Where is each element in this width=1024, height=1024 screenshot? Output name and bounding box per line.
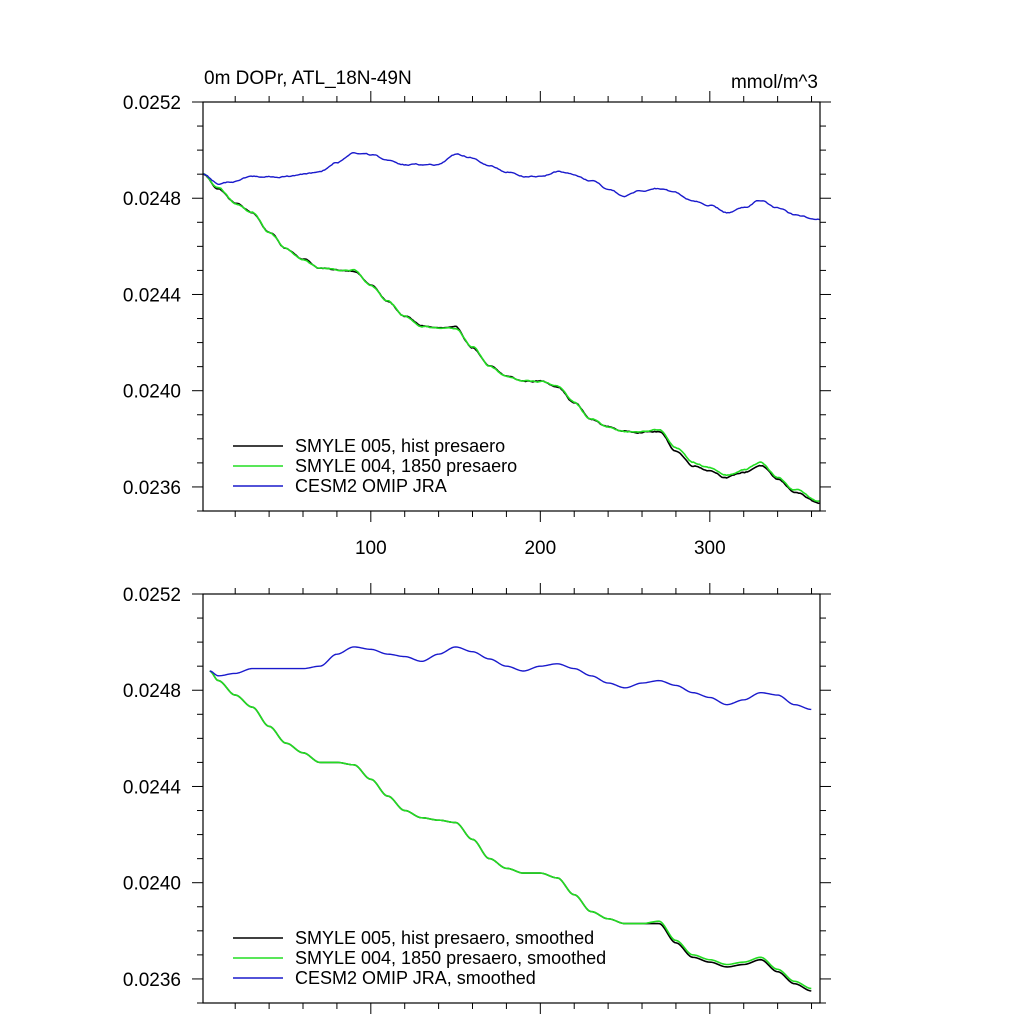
top-panel-frame <box>202 101 821 512</box>
series-line <box>202 173 820 505</box>
series-line <box>202 152 820 221</box>
y-tick-label: 0.0244 <box>123 285 182 306</box>
legend-label: SMYLE 004, 1850 presaero <box>295 456 517 476</box>
legend-label: SMYLE 004, 1850 presaero, smoothed <box>295 948 606 968</box>
bottom-panel-frame <box>202 593 821 1004</box>
y-tick-label: 0.0240 <box>123 382 181 403</box>
x-tick-label: 100 <box>355 538 387 559</box>
bottom-panel-legend: SMYLE 005, hist presaero, smoothedSMYLE … <box>233 928 606 988</box>
series-line <box>209 670 812 990</box>
y-tick-label: 0.0240 <box>123 874 181 895</box>
legend-label: CESM2 OMIP JRA, smoothed <box>295 968 536 988</box>
y-tick-label: 0.0248 <box>123 681 181 702</box>
bottom-panel-series <box>209 646 812 992</box>
x-tick-label: 300 <box>694 538 726 559</box>
legend-label: SMYLE 005, hist presaero, smoothed <box>295 928 594 948</box>
top-panel-ticks: 0.0236 0.0240 0.0244 0.0248 0.0252 100 200 300 <box>123 91 831 559</box>
y-tick-label: 0.0248 <box>123 189 181 210</box>
top-panel-title: 0m DOPr, ATL_18N-49N <box>204 68 412 89</box>
y-tick-label: 0.0244 <box>123 777 182 798</box>
series-line <box>202 173 820 502</box>
bottom-panel-ticks: 0.0236 0.0240 0.0244 0.0248 0.0252 <box>123 583 831 1014</box>
top-panel-units: mmol/m^3 <box>731 72 818 93</box>
bottom-panel: 0.0236 0.0240 0.0244 0.0248 0.0252 SMYLE 005… <box>123 583 831 1014</box>
top-panel-series <box>202 152 820 505</box>
legend-label: CESM2 OMIP JRA <box>295 476 447 496</box>
x-tick-label: 200 <box>524 538 556 559</box>
y-tick-label: 0.0252 <box>123 93 181 114</box>
series-line <box>209 646 812 711</box>
top-panel: 0m DOPr, ATL_18N-49N mmol/m^3 0.02360.02… <box>123 68 831 559</box>
y-tick-label: 0.0236 <box>123 970 181 991</box>
y-tick-label: 0.0252 <box>123 585 181 606</box>
legend-label: SMYLE 005, hist presaero <box>295 436 505 456</box>
y-tick-label: 0.0236 <box>123 478 181 499</box>
